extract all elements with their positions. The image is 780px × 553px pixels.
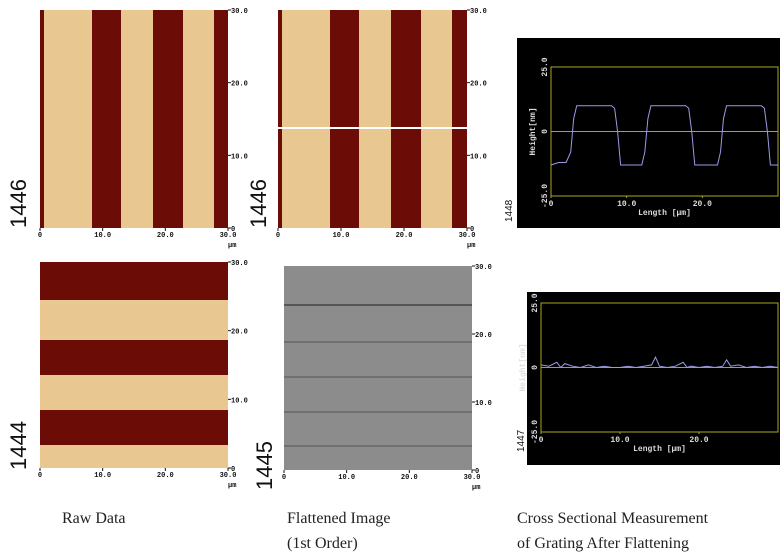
y-tick-label: 30.0 xyxy=(231,260,248,268)
y-tick-label: 0 xyxy=(531,365,540,370)
caption: Cross Sectional Measurement xyxy=(517,510,709,527)
image-raw-horizontal xyxy=(40,262,228,468)
x-tick-label: 10.0 xyxy=(617,200,636,209)
x-tick-label: 30.0 xyxy=(220,232,237,240)
image-flattened-vertical xyxy=(272,10,492,228)
x-tick-label: 0 xyxy=(539,436,544,445)
y-tick-label: 10.0 xyxy=(231,397,248,405)
x-tick-label: 30.0 xyxy=(220,472,237,480)
y-axis-label: Height[nm] xyxy=(529,107,538,155)
x-tick-label: 20.0 xyxy=(157,232,174,240)
y-tick-label: 30.0 xyxy=(231,8,248,16)
caption: of Grating After Flattening xyxy=(517,535,689,552)
y-tick-label: 20.0 xyxy=(470,81,487,89)
y-tick-label: 25.0 xyxy=(531,293,540,312)
image-flattened-gray xyxy=(284,266,472,470)
x-tick-label: 20.0 xyxy=(693,200,712,209)
x-tick-label: 10.0 xyxy=(333,232,350,240)
panel-label: 1444 xyxy=(6,421,31,470)
unit-label: µm xyxy=(228,242,236,250)
x-tick-label: 10.0 xyxy=(338,474,355,482)
y-tick-label: 0 xyxy=(470,226,474,234)
y-tick-label: 20.0 xyxy=(231,329,248,337)
panel-label: 1445 xyxy=(252,441,277,490)
y-tick-label: -25.0 xyxy=(541,184,550,208)
x-tick-label: 30.0 xyxy=(459,232,476,240)
unit-label: µm xyxy=(467,242,475,250)
y-tick-label: 10.0 xyxy=(475,400,492,408)
y-tick-label: 20.0 xyxy=(231,81,248,89)
y-tick-label: 0 xyxy=(231,466,235,474)
y-tick-label: 10.0 xyxy=(231,153,248,161)
x-axis-label: Length [µm] xyxy=(638,209,691,218)
panel-label: 1446 xyxy=(6,179,31,228)
y-tick-label: 25.0 xyxy=(541,57,550,76)
profile-background xyxy=(527,292,780,465)
y-tick-label: 0 xyxy=(541,129,550,134)
x-tick-label: 10.0 xyxy=(94,472,111,480)
image-raw-vertical xyxy=(40,10,228,228)
x-tick-label: 30.0 xyxy=(464,474,481,482)
y-tick-label: 10.0 xyxy=(470,153,487,161)
caption: Flattened Image xyxy=(287,510,391,527)
x-tick-label: 20.0 xyxy=(689,436,708,445)
panel-label: 1447 xyxy=(516,429,527,452)
x-tick-label: 20.0 xyxy=(401,474,418,482)
profile-line xyxy=(540,356,779,369)
panel-label: 1446 xyxy=(246,179,271,228)
x-tick-label: 0 xyxy=(282,474,286,482)
x-axis-label: Length [µm] xyxy=(633,445,686,454)
y-tick-label: 0 xyxy=(475,468,479,476)
x-tick-label: 10.0 xyxy=(610,436,629,445)
y-tick-label: 30.0 xyxy=(475,264,492,272)
unit-label: µm xyxy=(228,482,236,490)
caption: (1st Order) xyxy=(287,535,358,552)
caption: Raw Data xyxy=(62,510,126,527)
x-tick-label: 0 xyxy=(276,232,280,240)
y-tick-label: -25.0 xyxy=(531,420,540,444)
x-tick-label: 10.0 xyxy=(94,232,111,240)
y-tick-label: 30.0 xyxy=(470,8,487,16)
y-tick-label: 0 xyxy=(231,226,235,234)
unit-label: µm xyxy=(472,484,480,492)
x-tick-label: 0 xyxy=(38,472,42,480)
y-tick-label: 20.0 xyxy=(475,332,492,340)
x-tick-label: 0 xyxy=(549,200,554,209)
x-tick-label: 0 xyxy=(38,232,42,240)
panel-label: 1448 xyxy=(504,199,515,222)
y-axis-label: Height[nm] xyxy=(519,343,528,391)
profile-line xyxy=(550,105,778,166)
x-tick-label: 20.0 xyxy=(157,472,174,480)
x-tick-label: 20.0 xyxy=(396,232,413,240)
